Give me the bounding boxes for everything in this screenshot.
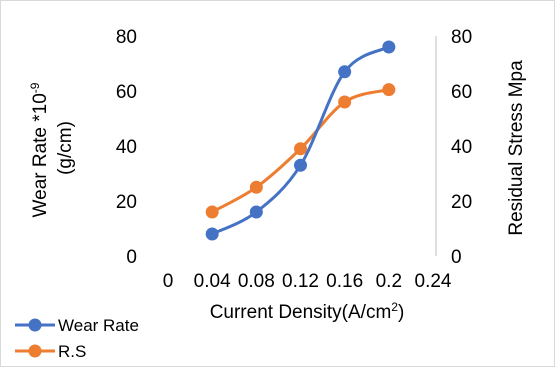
- y-tick-label: 60: [116, 82, 137, 103]
- series-layer: [205, 40, 396, 241]
- x-tick-label: 0.24: [415, 271, 452, 292]
- data-point-r-s: [338, 95, 352, 109]
- x-tick-label: 0.08: [238, 271, 275, 292]
- y2-tick-label: 80: [451, 27, 472, 48]
- y-tick-label: 0: [126, 247, 137, 268]
- axes: 0 20 40 60 80 0 20 40 60 80 0 0.04 0.08 0.12 0.16 0.2 0.…: [116, 27, 472, 292]
- y-axis-title: Wear Rate *10-9: [28, 82, 51, 217]
- y-tick-label: 80: [116, 27, 137, 48]
- data-point-r-s: [294, 142, 307, 156]
- y-axis-title-unit: (g/cm): [55, 121, 76, 175]
- data-point-r-s: [249, 180, 263, 194]
- y2-tick-label: 40: [451, 137, 472, 158]
- legend-marker-wear-rate: [28, 318, 42, 332]
- x-axis-title: Current Density(A/cm2): [210, 300, 405, 323]
- data-point-r-s: [205, 205, 219, 219]
- legend-item-wear-rate: Wear Rate: [15, 316, 139, 335]
- y2-axis-title: Residual Stress Mpa: [506, 60, 527, 236]
- data-point-wear-rate: [294, 158, 307, 172]
- y2-tick-label: 20: [451, 192, 472, 213]
- x-tick-label: 0.16: [326, 271, 363, 292]
- legend-label-rs: R.S: [58, 342, 86, 361]
- y-tick-label: 40: [116, 137, 137, 158]
- x-tick-label: 0: [163, 271, 174, 292]
- data-point-wear-rate: [338, 65, 352, 79]
- legend-marker-rs: [28, 344, 42, 358]
- series-wear-rate: [205, 40, 396, 241]
- data-point-r-s: [382, 83, 396, 97]
- y-tick-label: 20: [116, 192, 137, 213]
- legend-item-rs: R.S: [15, 342, 86, 361]
- legend-label-wear-rate: Wear Rate: [58, 316, 139, 335]
- series-r-s: [205, 83, 396, 219]
- series-line-wear-rate: [211, 45, 390, 236]
- data-point-wear-rate: [382, 40, 396, 54]
- y2-tick-label: 0: [451, 247, 462, 268]
- x-tick-label: 0.2: [376, 271, 402, 292]
- data-point-wear-rate: [205, 227, 219, 241]
- x-tick-label: 0.04: [194, 271, 231, 292]
- x-tick-label: 0.12: [282, 271, 319, 292]
- y2-tick-label: 60: [451, 82, 472, 103]
- legend: Wear Rate R.S: [15, 316, 139, 361]
- data-point-wear-rate: [249, 205, 263, 219]
